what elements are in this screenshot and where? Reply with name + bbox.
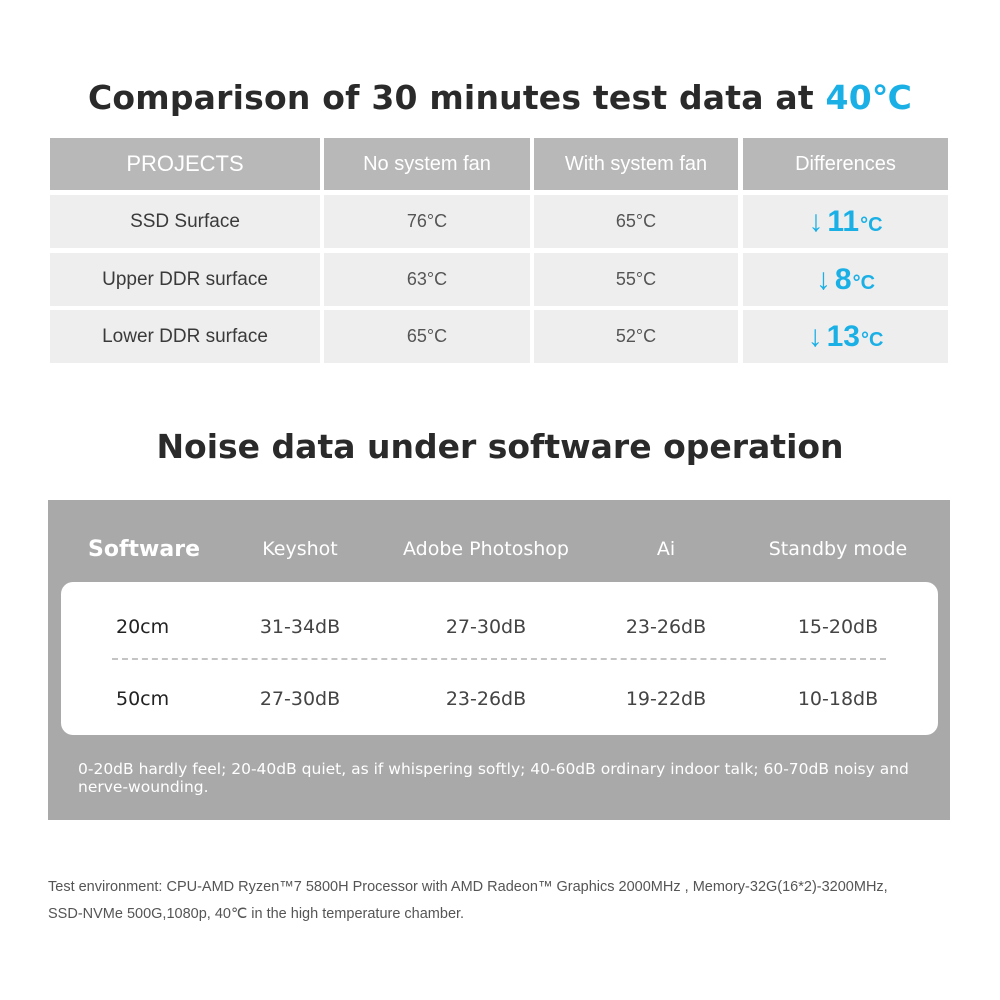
row-project: SSD Surface xyxy=(50,195,320,248)
row-with-fan: 55°C xyxy=(534,253,738,306)
noise-level-note: 0-20dB hardly feel; 20-40dB quiet, as if… xyxy=(78,760,909,796)
row-with-fan: 52°C xyxy=(534,310,738,363)
difference-value: 11 xyxy=(827,204,860,238)
row-project: Upper DDR surface xyxy=(50,253,320,306)
noise-value: 10-18dB xyxy=(797,688,879,710)
row-divider xyxy=(112,658,886,660)
row-difference: ↓ 13 °C xyxy=(743,310,948,363)
row-no-fan: 63°C xyxy=(324,253,530,306)
down-arrow-icon: ↓ xyxy=(808,204,824,238)
noise-title: Noise data under software operation xyxy=(156,427,844,466)
temperature-title-main: Comparison of 30 minutes test data at xyxy=(87,78,826,117)
noise-value: 23-26dB xyxy=(445,688,527,710)
noise-value: 31-34dB xyxy=(259,616,341,638)
difference-value: 13 xyxy=(826,319,860,353)
test-environment-line-1: Test environment: CPU-AMD Ryzen™7 5800H … xyxy=(48,879,888,895)
difference-unit: °C xyxy=(860,329,884,351)
noise-value: 19-22dB xyxy=(625,688,707,710)
test-environment: Test environment: CPU-AMD Ryzen™7 5800H … xyxy=(48,874,988,928)
header-with-fan: With system fan xyxy=(534,138,738,190)
noise-value: 27-30dB xyxy=(445,616,527,638)
down-arrow-icon: ↓ xyxy=(815,262,831,296)
header-differences: Differences xyxy=(743,138,948,190)
noise-header-standby: Standby mode xyxy=(768,538,908,560)
noise-header-ai: Ai xyxy=(656,538,676,560)
difference-unit: °C xyxy=(860,214,883,236)
header-no-fan: No system fan xyxy=(324,138,530,190)
difference-value: 8 xyxy=(834,262,852,296)
row-no-fan: 76°C xyxy=(324,195,530,248)
noise-value: 27-30dB xyxy=(259,688,341,710)
temperature-title: Comparison of 30 minutes test data at 40… xyxy=(0,78,1000,117)
noise-header-keyshot: Keyshot xyxy=(262,538,338,560)
temperature-title-accent: 40℃ xyxy=(825,78,913,117)
noise-distance: 50cm xyxy=(116,688,170,710)
row-project: Lower DDR surface xyxy=(50,310,320,363)
noise-header-photoshop: Adobe Photoshop xyxy=(403,538,569,560)
header-projects: PROJECTS xyxy=(50,138,320,190)
noise-header-software: Software xyxy=(88,536,200,562)
row-difference: ↓ 11 °C xyxy=(743,195,948,248)
row-no-fan: 65°C xyxy=(324,310,530,363)
noise-value: 23-26dB xyxy=(625,616,707,638)
row-with-fan: 65°C xyxy=(534,195,738,248)
difference-unit: °C xyxy=(852,272,876,294)
noise-distance: 20cm xyxy=(116,616,170,638)
noise-value: 15-20dB xyxy=(797,616,879,638)
down-arrow-icon: ↓ xyxy=(807,319,823,353)
test-environment-line-2: SSD-NVMe 500G,1080p, 40℃ in the high tem… xyxy=(48,906,465,922)
row-difference: ↓ 8 °C xyxy=(743,253,948,306)
